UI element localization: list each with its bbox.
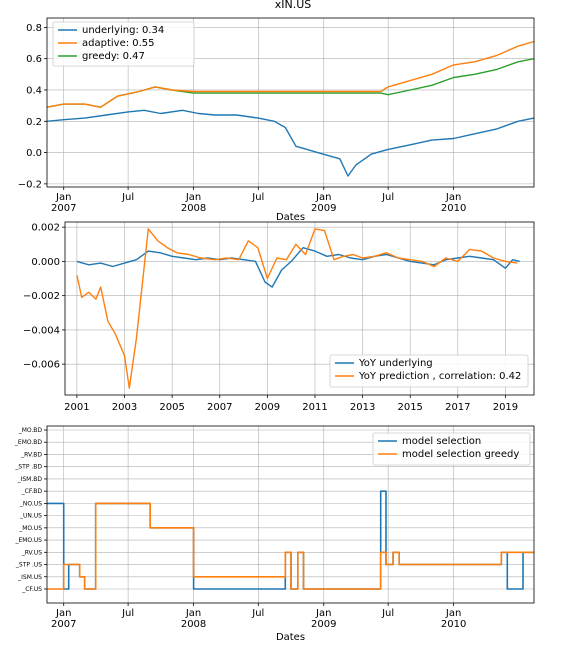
y-tick-label: _RV.US: [21, 549, 42, 556]
y-tick-label: 0.4: [26, 85, 42, 96]
x-tick-label: Jan: [315, 192, 331, 203]
legend-label: YoY prediction , correlation: 0.42: [358, 371, 521, 382]
legend-box: [329, 354, 529, 388]
x-tick-label: Jan: [445, 192, 461, 203]
series-yoy-prediction: [76, 228, 518, 389]
y-tick-label: _NO.US: [19, 500, 42, 507]
legend-label: model selection: [402, 436, 481, 447]
y-tick-label: _RV.BD: [20, 451, 42, 458]
y-tick-label: −0.002: [23, 291, 60, 302]
legend-label: underlying: 0.34: [82, 25, 164, 36]
axes-frame: [64, 221, 535, 396]
x-tick-label: Jan: [185, 192, 201, 203]
x-tick-label: Jul: [121, 608, 134, 619]
x-axis-label: Dates: [276, 212, 305, 223]
x-axis-label: Dates: [276, 632, 305, 643]
y-tick-label: 0.8: [26, 23, 42, 34]
x-tick-label: 2009: [255, 402, 280, 413]
x-tick-label: Jan: [185, 608, 201, 619]
x-tick-label: 2008: [181, 619, 206, 630]
y-tick-label: 0.6: [26, 54, 42, 65]
y-tick-label: −0.2: [18, 179, 42, 190]
legend-label: adaptive: 0.55: [82, 38, 155, 49]
y-tick-label: _CF.US: [21, 586, 42, 593]
x-tick-label: 2011: [302, 402, 327, 413]
x-tick-label: 2015: [397, 402, 422, 413]
x-tick-label: 2001: [64, 402, 89, 413]
legend-box: [372, 432, 531, 466]
y-tick-label: 0.0: [26, 148, 42, 159]
x-tick-label: Jan: [445, 608, 461, 619]
x-tick-label: 2007: [51, 619, 76, 630]
x-tick-label: 2009: [311, 203, 336, 214]
series-underlying: [46, 109, 535, 177]
y-tick-label: 0.000: [31, 257, 60, 268]
y-tick-label: _EMO.US: [14, 537, 42, 544]
x-tick-label: 2009: [311, 619, 336, 630]
x-tick-label: 2017: [445, 402, 470, 413]
x-tick-label: 2007: [51, 203, 76, 214]
x-tick-label: Jan: [55, 192, 71, 203]
y-tick-label: _STP .US: [15, 562, 42, 569]
x-tick-label: Jul: [251, 192, 264, 203]
y-tick-label: _ISM.US: [17, 574, 42, 581]
y-tick-label: 0.002: [31, 223, 60, 234]
panel-bottom-model-selection: _MO.BD _EMO.BD _RV.BD _STP .BD _ISM.BD _CF.BD…: [14, 425, 535, 643]
x-tick-label: Jan: [55, 608, 71, 619]
legend-label: YoY underlying: [358, 358, 433, 369]
x-tick-label: Jan: [315, 608, 331, 619]
series-adaptive: [46, 40, 535, 108]
y-tick-label: _UN.US: [19, 513, 42, 520]
y-tick-label: _MO.BD: [18, 427, 43, 434]
x-tick-label: Jul: [251, 608, 264, 619]
panel-middle-yoy: 0.002 0.000 −0.002 −0.004 −0.006 2001 2003 2005…: [23, 221, 535, 413]
y-tick-label: _CF.BD: [21, 488, 43, 495]
axes-frame: [46, 17, 535, 188]
x-tick-label: 2003: [112, 402, 137, 413]
y-tick-label: _EMO.BD: [14, 439, 42, 446]
legend-label: model selection greedy: [402, 449, 519, 460]
y-tick-label: −0.004: [23, 325, 60, 336]
x-tick-label: 2005: [159, 402, 184, 413]
series-yoy-underlying: [76, 247, 520, 288]
axes-frame: [46, 425, 535, 604]
x-tick-label: Jul: [381, 192, 394, 203]
x-tick-label: 2007: [207, 402, 232, 413]
x-tick-label: 2019: [493, 402, 518, 413]
series-model-selection-greedy: [47, 502, 534, 590]
chart-title: xIN.US: [275, 0, 312, 11]
x-tick-label: 2013: [350, 402, 375, 413]
y-tick-label: _ISM.BD: [17, 476, 43, 483]
y-tick-label: −0.006: [23, 360, 60, 371]
x-tick-label: 2010: [441, 619, 466, 630]
y-tick-label: _STP .BD: [14, 464, 42, 471]
x-tick-label: 2010: [441, 203, 466, 214]
legend-box: [52, 21, 195, 67]
x-tick-label: 2008: [181, 203, 206, 214]
legend-label: greedy: 0.47: [82, 51, 145, 62]
x-tick-label: Jul: [121, 192, 134, 203]
y-tick-label: _MO.US: [18, 525, 42, 532]
x-tick-label: Jul: [381, 608, 394, 619]
y-tick-label: 0.2: [26, 117, 42, 128]
